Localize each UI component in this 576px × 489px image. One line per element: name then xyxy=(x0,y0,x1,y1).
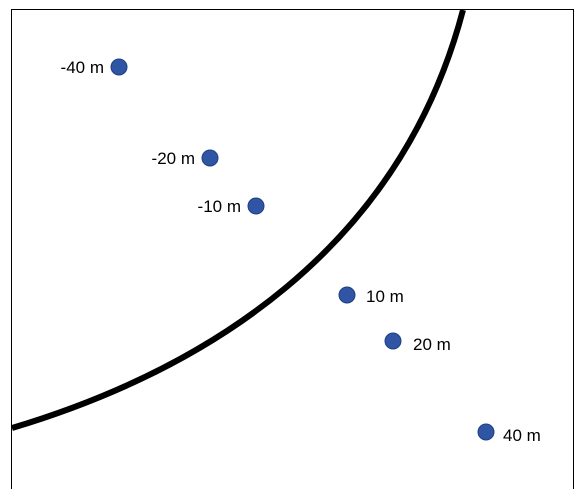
offset-point-marker xyxy=(201,149,219,167)
offset-point-group: -20 m xyxy=(152,149,219,168)
offset-point-marker xyxy=(338,286,356,304)
diagram-frame xyxy=(11,9,574,489)
curved-alignment-line xyxy=(11,9,466,431)
offset-point-group: -10 m xyxy=(198,197,265,216)
offset-point-marker xyxy=(247,197,265,215)
offset-point-group: 10 m xyxy=(338,286,404,306)
offset-point-label: -20 m xyxy=(152,149,195,168)
offset-point-label: -40 m xyxy=(61,58,104,77)
offset-point-marker xyxy=(110,58,128,76)
offset-point-group: 20 m xyxy=(384,332,451,354)
offset-point-label: -10 m xyxy=(198,197,241,216)
offset-point-label: 20 m xyxy=(413,335,451,354)
offset-point-label: 40 m xyxy=(503,426,541,445)
offset-point-group: 40 m xyxy=(477,423,541,445)
offset-point-label: 10 m xyxy=(366,287,404,306)
offset-point-marker xyxy=(477,423,495,441)
offset-point-group: -40 m xyxy=(61,58,128,77)
offset-point-marker xyxy=(384,332,402,350)
